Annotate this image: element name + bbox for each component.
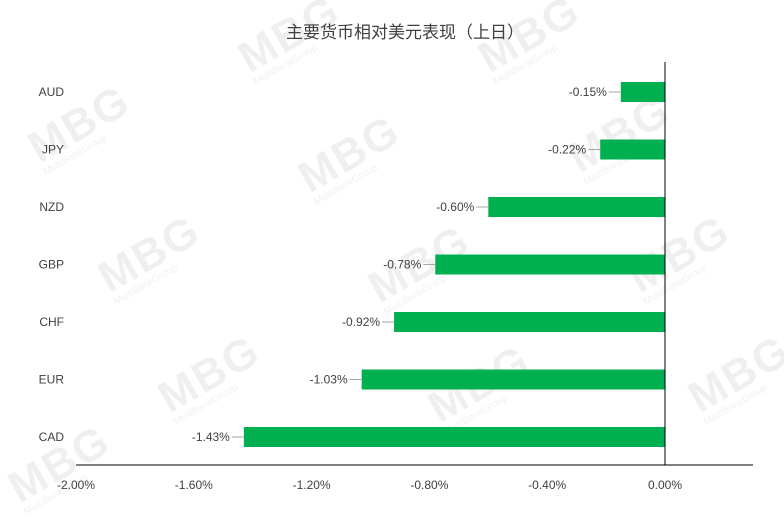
data-label-eur: -1.03% xyxy=(310,373,348,387)
x-tick-label: -1.60% xyxy=(175,478,213,492)
category-label-eur: EUR xyxy=(39,373,65,387)
category-label-nzd: NZD xyxy=(39,200,64,214)
bar-chf xyxy=(394,312,665,332)
x-tick-label: -0.80% xyxy=(410,478,448,492)
x-tick-label: 0.00% xyxy=(648,478,682,492)
bar-jpy xyxy=(600,139,665,160)
category-label-chf: CHF xyxy=(39,315,64,329)
bar-aud xyxy=(620,82,665,102)
chart-title: 主要货币相对美元表现（上日） xyxy=(286,23,524,43)
category-label-aud: AUD xyxy=(39,85,65,99)
category-label-cad: CAD xyxy=(39,430,65,444)
bar-cad xyxy=(243,427,666,447)
category-label-gbp: GBP xyxy=(39,258,64,272)
category-label-jpy: JPY xyxy=(42,143,64,157)
bar-gbp xyxy=(435,254,665,275)
data-label-chf: -0.92% xyxy=(342,315,380,329)
x-tick-label: -1.20% xyxy=(293,478,331,492)
x-tick-label: -2.00% xyxy=(57,478,95,492)
data-label-aud: -0.15% xyxy=(569,85,607,99)
bar-nzd xyxy=(488,197,665,217)
bars-group xyxy=(243,82,666,447)
data-label-nzd: -0.60% xyxy=(436,200,474,214)
data-label-cad: -1.43% xyxy=(192,430,230,444)
data-label-jpy: -0.22% xyxy=(548,143,586,157)
data-label-gbp: -0.78% xyxy=(383,258,421,272)
data-labels-group: -0.15% -0.22% -0.60% -0.78% -0.92% -1.03% -1.4… xyxy=(192,85,621,444)
category-labels-group: AUD JPY NZD GBP CHF EUR CAD xyxy=(39,85,65,444)
x-tick-label: -0.40% xyxy=(528,478,566,492)
x-tick-labels-group: -2.00% -1.60% -1.20% -0.80% -0.40% 0.00% xyxy=(57,478,682,492)
bar-eur xyxy=(361,369,665,390)
